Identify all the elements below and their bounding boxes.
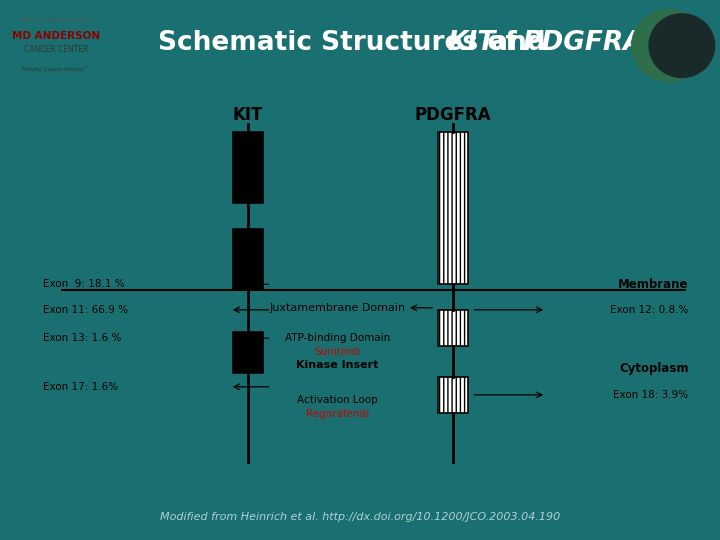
Text: Sunitinib: Sunitinib [314, 347, 361, 357]
Text: Exon 12: 0.8.%: Exon 12: 0.8.% [610, 305, 688, 315]
Text: THE UNIVERSITY OF TEXAS: THE UNIVERSITY OF TEXAS [21, 18, 91, 23]
Text: KIT: KIT [233, 106, 263, 124]
Text: Juxtamembrane Domain: Juxtamembrane Domain [269, 303, 405, 313]
Text: Regorafenib: Regorafenib [306, 409, 369, 420]
Text: Exon 17: 1.6%: Exon 17: 1.6% [42, 382, 118, 392]
Text: Cytoplasm: Cytoplasm [619, 362, 688, 375]
Circle shape [649, 14, 715, 77]
Text: PDGFRA: PDGFRA [523, 30, 644, 56]
Text: Making Cancer History™: Making Cancer History™ [22, 66, 89, 72]
Text: ATP-binding Domain: ATP-binding Domain [285, 333, 390, 343]
Bar [438, 132, 468, 284]
Bar [438, 310, 468, 346]
Text: Activation Loop: Activation Loop [297, 395, 378, 405]
Bar [438, 377, 468, 413]
Bar [233, 332, 263, 373]
Text: Exon 11: 66.9 %: Exon 11: 66.9 % [42, 305, 127, 315]
Text: PDGFRA: PDGFRA [415, 106, 492, 124]
Bar [233, 229, 263, 289]
Text: Modified from Heinrich et al. http://dx.doi.org/10.1200/JCO.2003.04.190: Modified from Heinrich et al. http://dx.… [160, 512, 560, 522]
Text: Exon 13: 1.6 %: Exon 13: 1.6 % [42, 333, 121, 343]
Bar [233, 132, 263, 202]
Circle shape [631, 10, 706, 82]
Text: Exon 18: 3.9%: Exon 18: 3.9% [613, 390, 688, 400]
Text: Membrane: Membrane [618, 278, 688, 291]
Text: Kinase Insert: Kinase Insert [296, 360, 379, 370]
Text: CANCER CENTER: CANCER CENTER [24, 45, 88, 55]
Text: and: and [481, 30, 554, 56]
Text: Exon  9: 18.1 %: Exon 9: 18.1 % [42, 279, 125, 289]
Text: KIT: KIT [448, 30, 496, 56]
Text: MD ANDERSON: MD ANDERSON [12, 31, 100, 40]
Text: Schematic Structures of: Schematic Structures of [158, 30, 526, 56]
